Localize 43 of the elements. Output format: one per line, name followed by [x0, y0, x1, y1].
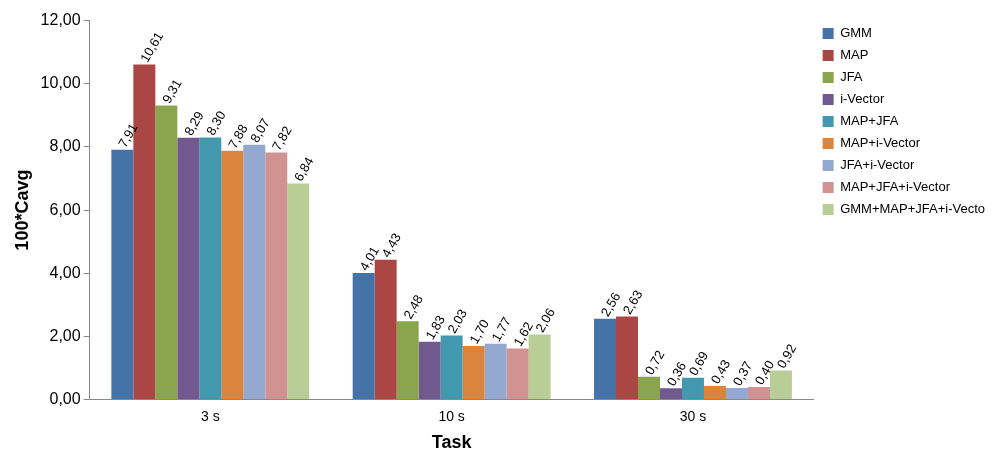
- legend-label: MAP: [840, 47, 869, 63]
- y-tick-label: 10,00: [40, 74, 81, 92]
- bar: [616, 316, 639, 400]
- y-axis-title: 100*Cavg: [11, 169, 32, 251]
- bar: [725, 387, 748, 400]
- x-tick-label: 30 s: [679, 407, 707, 424]
- bar: [484, 343, 507, 400]
- data-label: 4,01: [356, 243, 383, 274]
- x-axis-title: Task: [431, 432, 473, 453]
- legend-label: MAP+JFA: [840, 113, 899, 129]
- legend-label: GMM: [840, 25, 872, 41]
- legend-label: JFA+i-Vector: [840, 157, 915, 173]
- legend-label: GMM+MAP+JFA+i-Vecto: [840, 201, 986, 217]
- bar: [660, 388, 682, 400]
- bar: [352, 272, 375, 400]
- y-tick-label: 0,00: [49, 390, 81, 408]
- legend-label: JFA: [840, 69, 863, 85]
- y-tick-label: 4,00: [49, 263, 81, 281]
- bar: [199, 137, 222, 400]
- legend-label: MAP+i-Vector: [840, 135, 921, 151]
- bar: [177, 137, 200, 400]
- legend-label: i-Vector: [840, 91, 885, 107]
- bar: [111, 149, 134, 400]
- x-tick-label: 3 s: [200, 407, 220, 424]
- bar: [155, 105, 178, 400]
- bar: [265, 152, 288, 400]
- bar: [506, 348, 529, 400]
- bar: [747, 386, 770, 400]
- bar: [418, 341, 441, 400]
- y-tick-label: 2,00: [49, 326, 81, 344]
- bar: [396, 321, 419, 400]
- bar: [287, 183, 310, 400]
- bar: [221, 150, 244, 400]
- x-tick-label: 10 s: [438, 407, 465, 424]
- y-tick-label: 6,00: [49, 200, 81, 218]
- y-tick-label: 8,00: [49, 137, 81, 155]
- y-tick-label: 12,00: [40, 11, 81, 29]
- legend-label: MAP+JFA+i-Vector: [840, 179, 951, 195]
- bar: [638, 376, 660, 400]
- data-label: 7,91: [115, 120, 141, 151]
- bar: [462, 345, 485, 400]
- bar: [594, 318, 617, 400]
- bar: [703, 386, 726, 400]
